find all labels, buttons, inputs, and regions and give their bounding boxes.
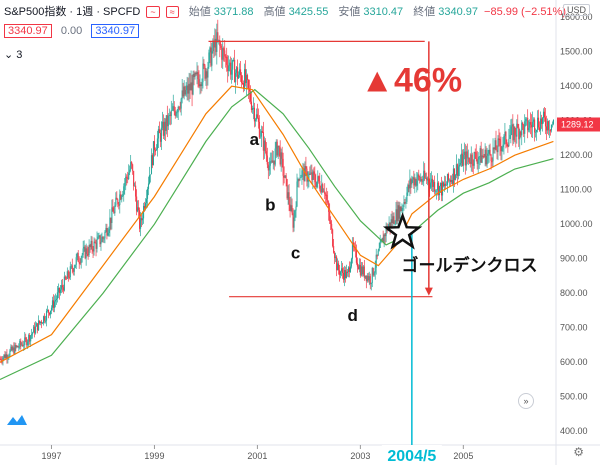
close-value: 3340.97 xyxy=(438,6,478,18)
indicators-toggle[interactable]: ⌄ 3 xyxy=(4,48,22,61)
drop-arrow-head xyxy=(424,287,433,296)
golden-cross-label: ゴールデンクロス xyxy=(402,255,538,275)
chart-header: S&P500指数 · 1週 · SPCFD ~ ≈ 始値 3371.88 高値 34… xyxy=(0,0,566,61)
y-tick-label: 900.00 xyxy=(560,254,588,264)
high-label: 高値 xyxy=(263,6,286,18)
y-tick-label: 500.00 xyxy=(560,392,588,402)
ohlc-row: S&P500指数 · 1週 · SPCFD ~ ≈ 始値 3371.88 高値 34… xyxy=(4,3,569,19)
symbol-title: S&P500指数 · 1週 · SPCFD xyxy=(4,6,141,18)
y-tick-label: 1000.00 xyxy=(560,219,593,229)
change-value: −85.99 (−2.51%) xyxy=(484,6,566,18)
point-label-d: d xyxy=(348,306,358,325)
low-value: 3310.47 xyxy=(363,6,404,18)
y-tick-label: 1200.00 xyxy=(560,150,593,160)
y-tick-label: 1600.00 xyxy=(560,12,593,22)
y-tick-label: 600.00 xyxy=(560,357,588,367)
high-value: 3425.55 xyxy=(288,6,329,18)
wave-icon[interactable]: ≈ xyxy=(165,6,179,18)
indicators-count: 3 xyxy=(16,49,23,61)
y-tick-label: 1500.00 xyxy=(560,47,593,57)
y-tick-label: 1400.00 xyxy=(560,81,593,91)
ma-short-line xyxy=(0,85,554,363)
close-label: 終値 xyxy=(413,6,436,18)
point-label-b: b xyxy=(265,195,275,214)
currency-badge[interactable]: USD xyxy=(562,4,590,16)
ma-long-line xyxy=(0,88,554,381)
drop-label: ▲46% xyxy=(360,61,462,99)
date-marker-label: 2004/5 xyxy=(387,448,436,465)
x-tick-label: 2001 xyxy=(247,451,267,461)
x-tick-label: 2003 xyxy=(350,451,370,461)
ask-button[interactable]: 3340.97 xyxy=(91,24,140,38)
symbol-flag-icon[interactable]: ~ xyxy=(146,6,160,18)
x-tick-label: 1999 xyxy=(144,451,164,461)
y-tick-label: 1100.00 xyxy=(560,185,592,195)
chevron-down-icon: ⌄ xyxy=(4,49,14,61)
spread-value: 0.00 xyxy=(60,25,83,37)
x-tick-label: 1997 xyxy=(41,451,61,461)
bid-button[interactable]: 3340.97 xyxy=(4,24,52,38)
open-value: 3371.88 xyxy=(213,6,254,18)
point-label-a: a xyxy=(250,130,260,149)
scroll-to-end-icon[interactable]: » xyxy=(518,393,534,409)
x-tick-label: 2005 xyxy=(453,451,473,461)
bid-ask-row: 3340.97 0.00 3340.97 xyxy=(4,24,145,38)
date-marker-bg xyxy=(381,445,442,465)
y-tick-label: 400.00 xyxy=(560,426,588,436)
gear-icon[interactable]: ⚙ xyxy=(573,445,584,459)
open-label: 始値 xyxy=(188,6,211,18)
candles xyxy=(0,19,554,366)
low-label: 安値 xyxy=(338,6,361,18)
tradingview-logo-icon xyxy=(7,415,27,425)
y-tick-label: 800.00 xyxy=(560,288,588,298)
point-label-c: c xyxy=(291,244,300,263)
last-price-label: 1289.12 xyxy=(561,119,594,129)
golden-cross-star-icon xyxy=(382,212,423,250)
last-price-tag xyxy=(557,117,600,132)
y-tick-label: 700.00 xyxy=(560,323,588,333)
